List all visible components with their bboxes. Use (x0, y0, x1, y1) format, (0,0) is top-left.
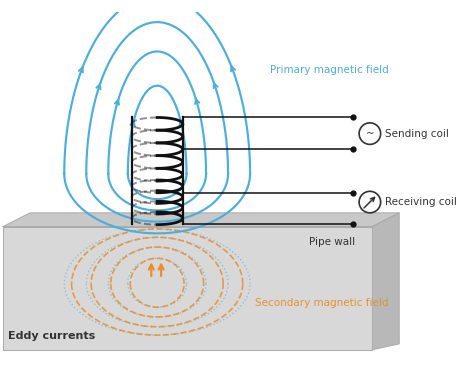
Polygon shape (372, 213, 399, 350)
Text: Receiving coil: Receiving coil (384, 197, 456, 207)
Polygon shape (3, 226, 372, 350)
Text: Secondary magnetic field: Secondary magnetic field (255, 298, 389, 308)
Polygon shape (3, 213, 399, 226)
Text: Eddy currents: Eddy currents (8, 331, 95, 341)
Text: Primary magnetic field: Primary magnetic field (270, 65, 388, 75)
Text: Pipe wall: Pipe wall (309, 237, 355, 247)
Text: ~: ~ (365, 128, 374, 139)
Text: Sending coil: Sending coil (384, 128, 448, 139)
